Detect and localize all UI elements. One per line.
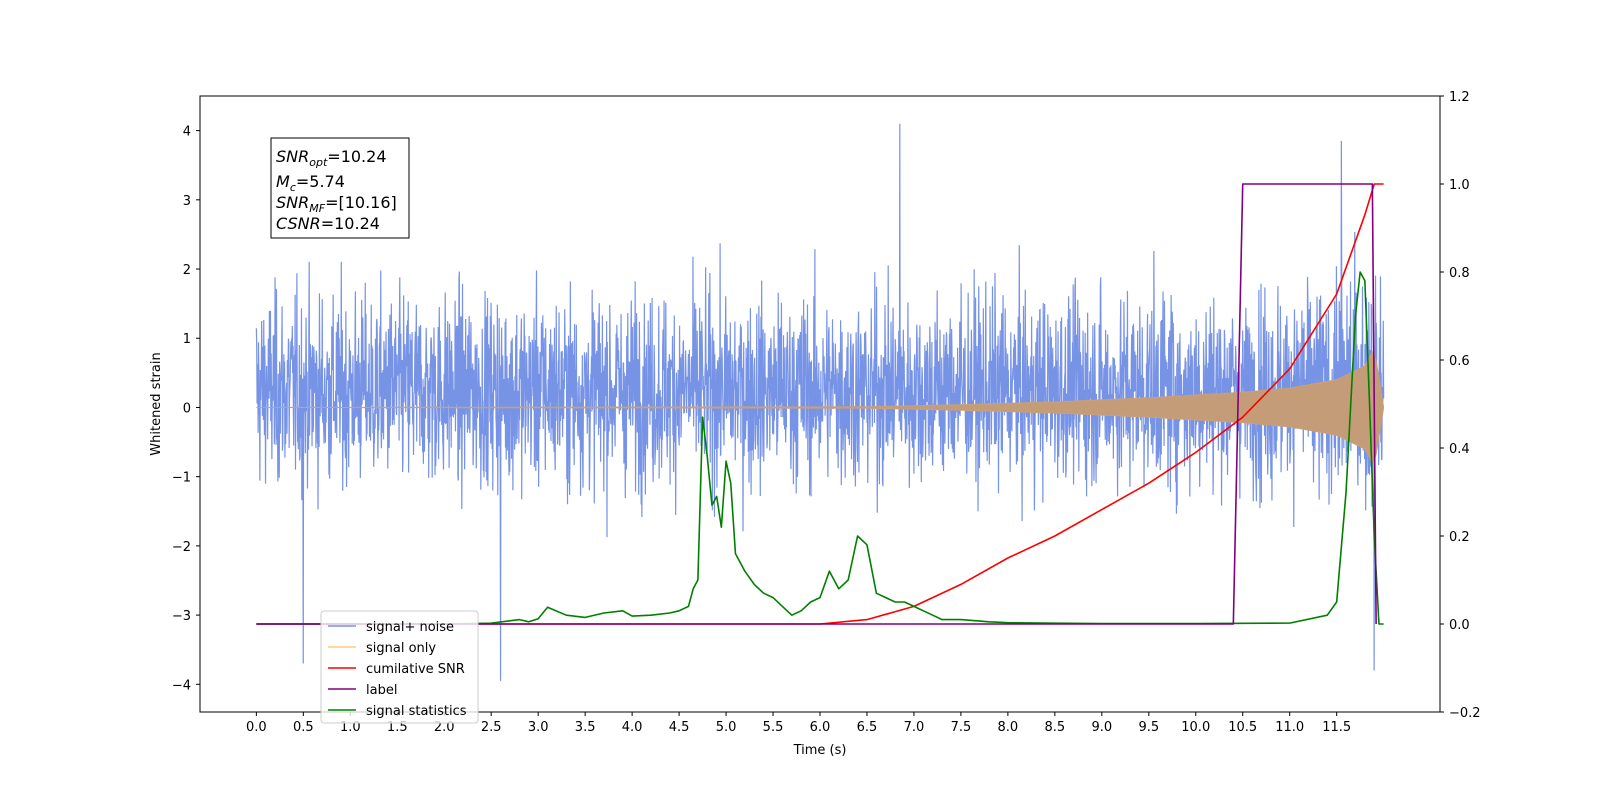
x-tick-label: 9.5	[1138, 720, 1159, 735]
x-tick-label: 1.0	[340, 720, 361, 735]
x-tick-label: 8.5	[1045, 720, 1066, 735]
y-left-tick-label: −1	[172, 471, 191, 486]
y-right-tick-label: 1.0	[1449, 178, 1470, 193]
series-cumulative-snr-line	[256, 183, 1384, 625]
y-left-tick-label: 1	[183, 332, 191, 347]
x-tick-label: 9.0	[1091, 720, 1112, 735]
series-signal-only-line	[256, 351, 1385, 464]
legend: signal+ noise signal only cumilative SNR la…	[320, 610, 479, 724]
legend-label: cumilative SNR	[366, 662, 465, 677]
plot-area	[255, 123, 1385, 681]
x-tick-label: 0.0	[246, 720, 267, 735]
annotation-line: SNRMF=[10.16]	[276, 193, 397, 215]
x-tick-label: 5.5	[763, 720, 784, 735]
legend-label: label	[366, 683, 397, 698]
y-axis-right: 1.2 1.0 0.8 0.6 0.4 0.2 0.0 −0.2	[1440, 90, 1481, 721]
y-right-tick-label: 0.2	[1449, 530, 1470, 545]
y-axis-label: Whitened strain	[149, 352, 164, 455]
y-left-tick-label: 4	[183, 125, 191, 140]
x-tick-label: 5.0	[716, 720, 737, 735]
x-tick-label: 6.0	[810, 720, 831, 735]
legend-label: signal only	[366, 641, 436, 656]
x-axis-label: Time (s)	[793, 743, 847, 758]
x-tick-label: 4.0	[622, 720, 643, 735]
x-tick-label: 1.5	[387, 720, 408, 735]
y-right-tick-label: 0.8	[1449, 266, 1470, 281]
y-left-tick-label: 2	[183, 263, 191, 278]
x-tick-label: 7.5	[951, 720, 972, 735]
x-axis: 0.0 0.5 1.0 1.5 2.0 2.5 3.0 3.5 4.0 4.5 5.0 5.5 6.0 6…	[246, 712, 1351, 735]
series-label-line	[256, 183, 1377, 625]
y-right-tick-label: −0.2	[1449, 706, 1481, 721]
y-right-tick-label: 0.4	[1449, 442, 1470, 457]
y-right-tick-label: 0.6	[1449, 354, 1470, 369]
x-tick-label: 6.5	[857, 720, 878, 735]
x-tick-label: 7.0	[904, 720, 925, 735]
legend-label: signal statistics	[366, 704, 467, 719]
annotation-line: CSNR=10.24	[276, 214, 380, 233]
legend-label: signal+ noise	[366, 620, 454, 635]
y-left-tick-label: −4	[172, 678, 191, 693]
y-right-tick-label: 0.0	[1449, 618, 1470, 633]
x-tick-label: 11.0	[1275, 720, 1304, 735]
x-tick-label: 8.0	[998, 720, 1019, 735]
x-tick-label: 11.5	[1322, 720, 1351, 735]
y-left-tick-label: 0	[183, 401, 191, 416]
x-tick-label: 3.0	[528, 720, 549, 735]
x-tick-label: 2.0	[434, 720, 455, 735]
y-axis-left: 4 3 2 1 0 −1 −2 −3 −4	[172, 125, 200, 693]
annotation-line: SNRopt=10.24	[276, 147, 387, 169]
y-left-tick-label: −2	[172, 540, 191, 555]
x-tick-label: 2.5	[481, 720, 502, 735]
y-left-tick-label: −3	[172, 609, 191, 624]
series-signal-noise-line	[255, 123, 1385, 681]
x-tick-label: 3.5	[575, 720, 596, 735]
annotation-frame	[270, 137, 410, 239]
x-tick-label: 10.0	[1181, 720, 1210, 735]
x-tick-label: 10.5	[1228, 720, 1257, 735]
annotation-box: SNRopt=10.24 Mc=5.74SNRMF=[10.16]CSNR=10.…	[270, 137, 410, 239]
legend-frame	[320, 610, 479, 724]
annotation-line: Mc=5.74	[276, 172, 345, 194]
y-right-tick-label: 1.2	[1449, 90, 1470, 105]
y-left-tick-label: 3	[183, 194, 191, 209]
x-tick-label: 4.5	[669, 720, 690, 735]
x-tick-label: 0.5	[293, 720, 314, 735]
